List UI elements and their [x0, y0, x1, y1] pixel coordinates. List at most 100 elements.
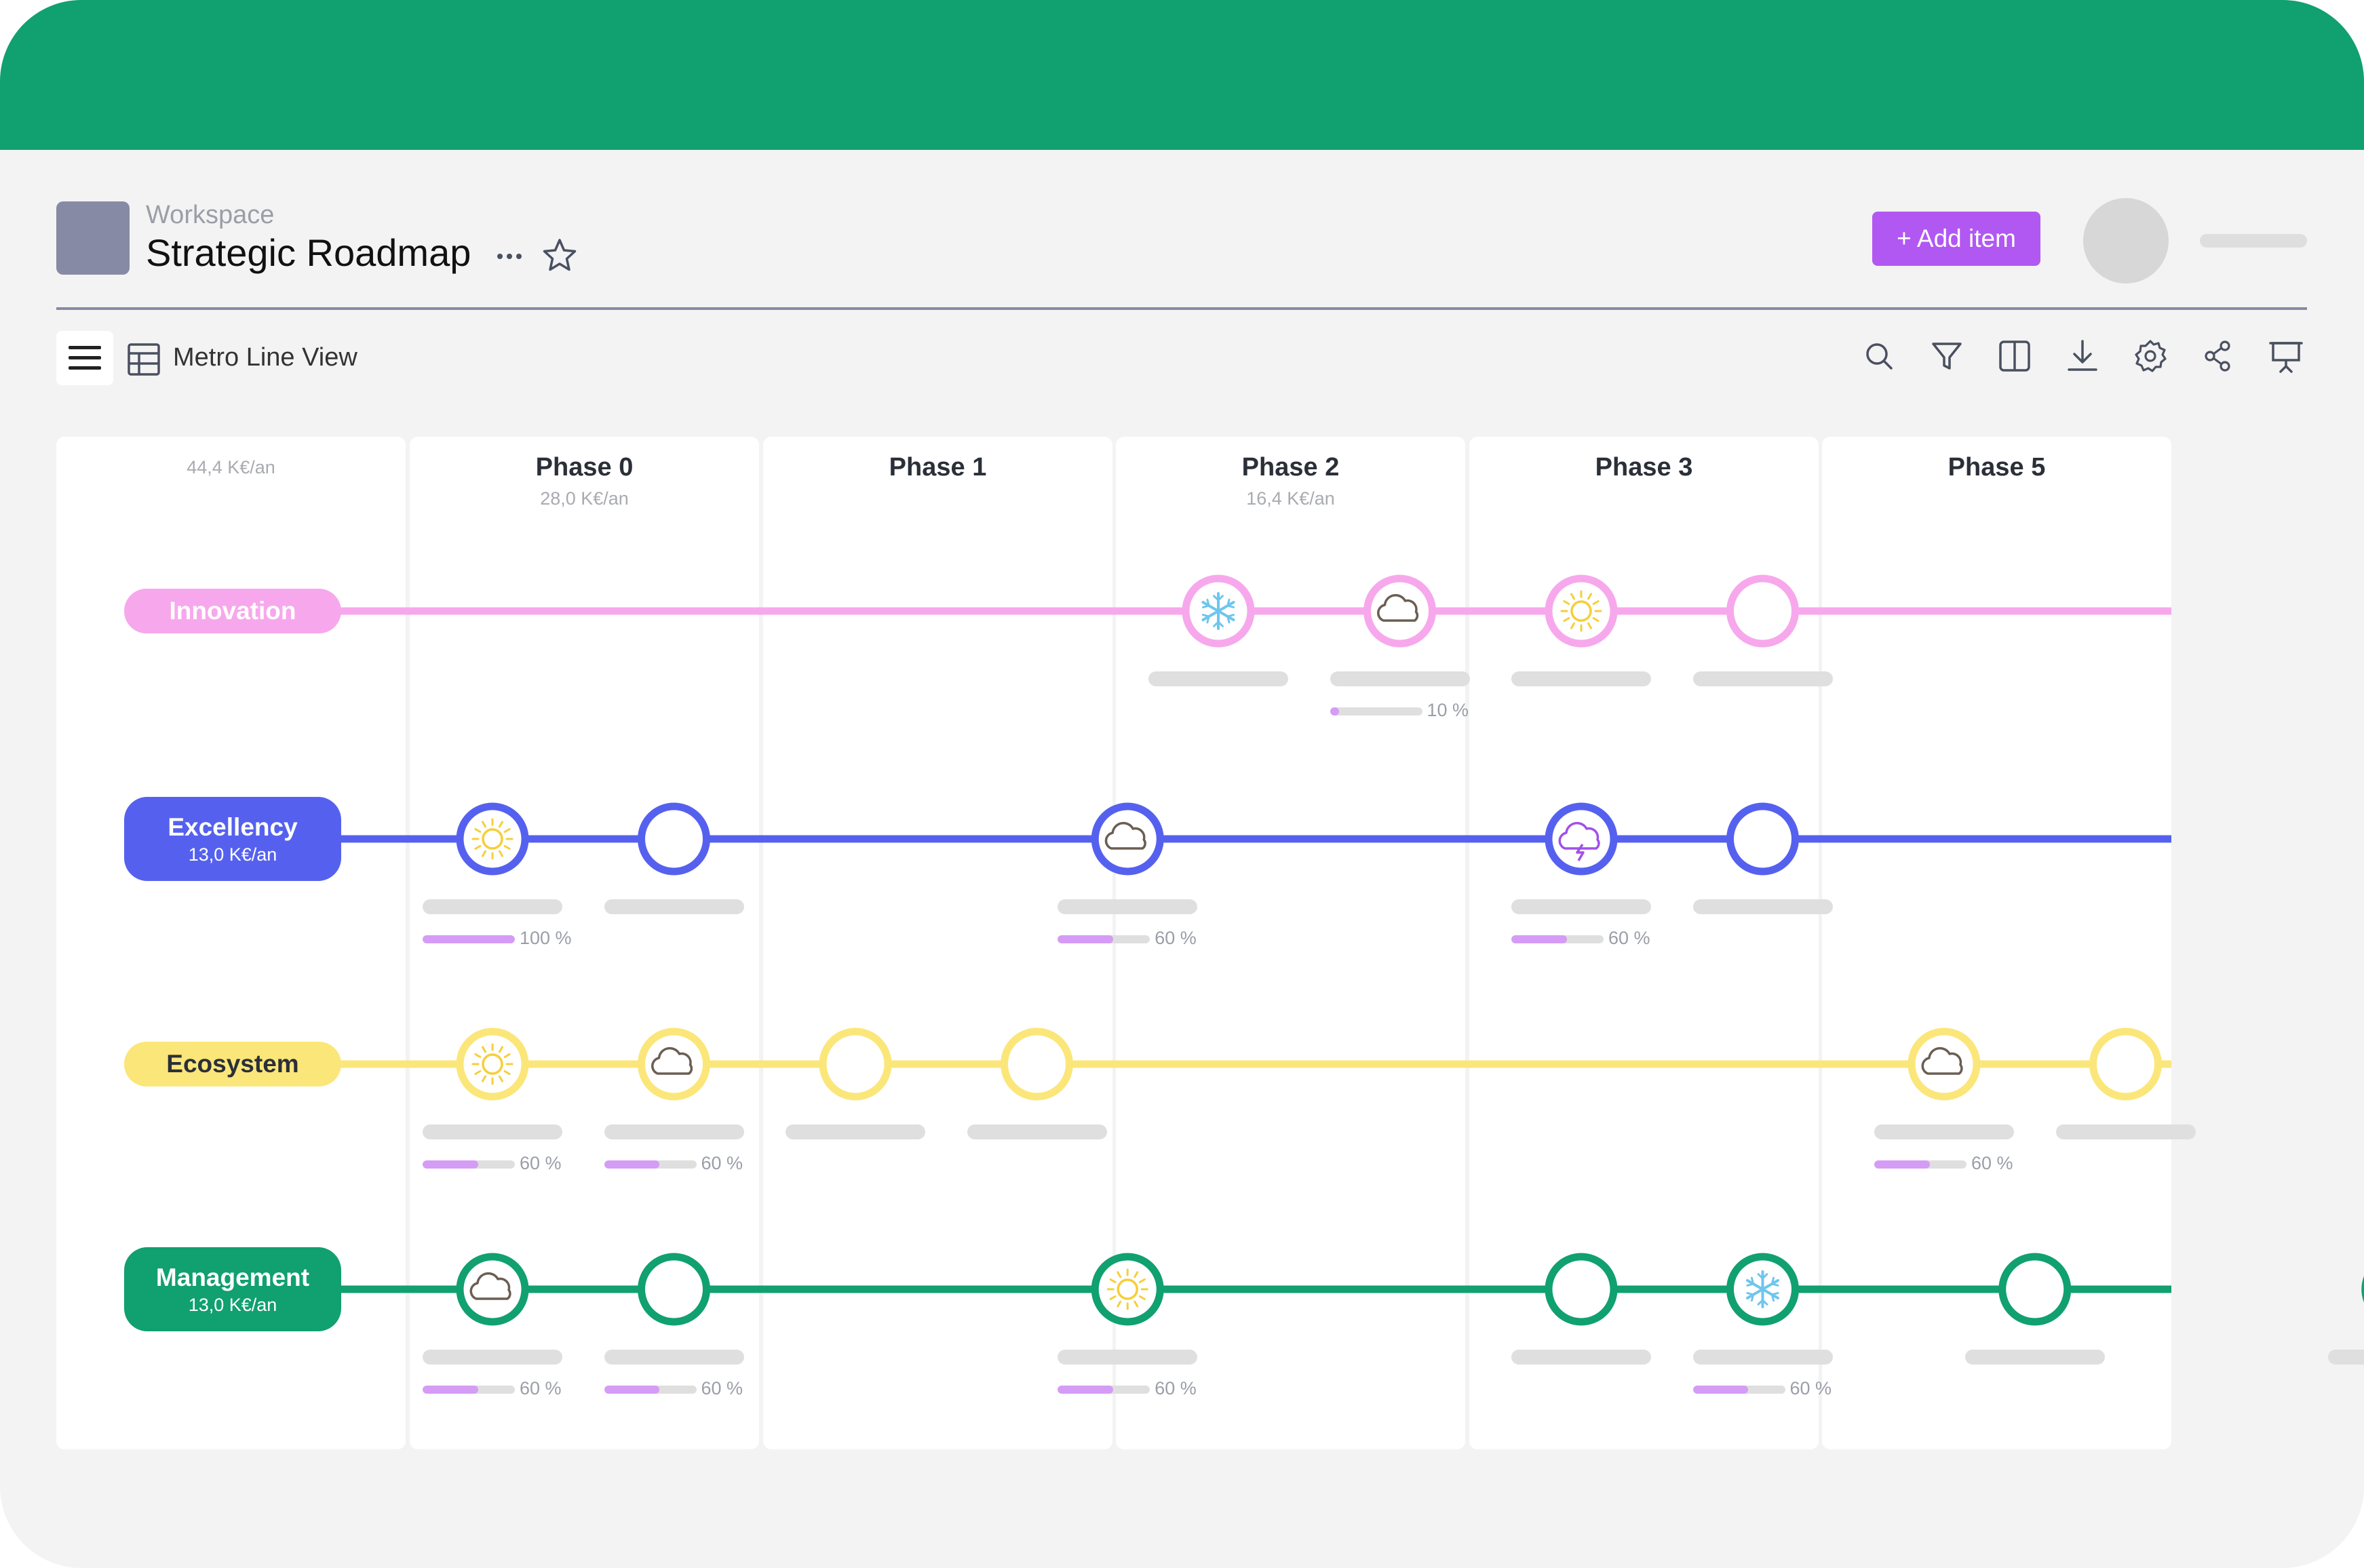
station[interactable]: [1091, 1253, 1164, 1326]
station-marker[interactable]: [1545, 1253, 1618, 1326]
station[interactable]: [638, 802, 710, 876]
station-title-placeholder: [1330, 671, 1470, 686]
progress-label: 60 %: [520, 1153, 562, 1173]
station[interactable]: [638, 1253, 710, 1326]
station-title-placeholder: [1692, 899, 1833, 914]
station[interactable]: [638, 1027, 710, 1101]
storm-icon: [1558, 821, 1600, 861]
station[interactable]: [1726, 802, 1799, 876]
station-marker[interactable]: [1726, 802, 1799, 876]
station[interactable]: [1998, 1253, 2072, 1326]
workspace-label: Workspace: [146, 201, 275, 229]
line-label-management[interactable]: Management 13,0 K€/an: [124, 1247, 341, 1331]
split-view-icon[interactable]: [1996, 337, 2034, 375]
progress-fill: [1874, 1160, 1930, 1169]
line-label-excellency[interactable]: Excellency 13,0 K€/an: [124, 797, 341, 881]
station-marker[interactable]: [1545, 802, 1618, 876]
station-title-placeholder: [1058, 1350, 1198, 1365]
phase-title[interactable]: Phase 3: [1595, 453, 1693, 482]
progress-fill: [423, 935, 515, 943]
station[interactable]: [2089, 1027, 2162, 1101]
station[interactable]: [1363, 574, 1436, 648]
station-marker[interactable]: [2089, 1027, 2162, 1101]
station-marker[interactable]: [456, 802, 529, 876]
progress-fill: [1511, 935, 1567, 943]
phase-cost: 28,0 K€/an: [540, 488, 629, 509]
header-divider: [56, 307, 2307, 310]
station[interactable]: [819, 1027, 892, 1101]
station-marker[interactable]: [1907, 1027, 1981, 1101]
station-marker[interactable]: [638, 1027, 710, 1101]
progress-label: 60 %: [1608, 928, 1650, 948]
station-marker[interactable]: [456, 1027, 529, 1101]
station[interactable]: [1091, 802, 1164, 876]
station-title-placeholder: [1148, 671, 1288, 686]
station-marker[interactable]: [638, 1253, 710, 1326]
station-marker[interactable]: [1545, 574, 1618, 648]
station-title-placeholder: [604, 1350, 744, 1365]
menu-button[interactable]: [56, 331, 113, 385]
station-marker[interactable]: [1726, 574, 1799, 648]
station-title-placeholder: [1058, 899, 1198, 914]
station[interactable]: [1907, 1027, 1981, 1101]
phase-title[interactable]: Phase 0: [535, 453, 634, 482]
station[interactable]: [1726, 1253, 1799, 1326]
station[interactable]: [1001, 1027, 1073, 1101]
workspace-logo[interactable]: [56, 201, 130, 275]
station[interactable]: [1545, 1253, 1618, 1326]
station[interactable]: [1726, 574, 1799, 648]
progress-bar: [423, 1386, 515, 1394]
progress-label: 60 %: [520, 1378, 562, 1398]
phase-title[interactable]: Phase 2: [1241, 453, 1340, 482]
search-icon[interactable]: [1860, 337, 1898, 375]
station[interactable]: [1545, 802, 1618, 876]
progress-fill: [423, 1386, 478, 1394]
avatar[interactable]: [2083, 198, 2169, 283]
station[interactable]: [1182, 574, 1255, 648]
more-options-icon[interactable]: [494, 241, 525, 272]
station-title-placeholder: [1511, 671, 1651, 686]
station[interactable]: [456, 802, 529, 876]
phase-title[interactable]: Phase 1: [889, 453, 987, 482]
presentation-icon[interactable]: [2267, 337, 2305, 375]
progress-fill: [423, 1160, 478, 1169]
top-banner: [0, 0, 2364, 150]
station[interactable]: [1545, 574, 1618, 648]
phase-title[interactable]: Phase 5: [1948, 453, 2046, 482]
station[interactable]: [456, 1253, 529, 1326]
station-marker[interactable]: [456, 1253, 529, 1326]
station-marker[interactable]: [1001, 1027, 1073, 1101]
filter-icon[interactable]: [1928, 337, 1966, 375]
view-label[interactable]: Metro Line View: [173, 343, 357, 372]
station-marker[interactable]: [1091, 802, 1164, 876]
line-name: Management: [155, 1263, 310, 1291]
progress-label: 60 %: [1971, 1153, 2013, 1173]
progress-label: 60 %: [1789, 1378, 1832, 1398]
line-label-ecosystem[interactable]: Ecosystem: [124, 1042, 341, 1086]
station[interactable]: [456, 1027, 529, 1101]
settings-icon[interactable]: [2131, 337, 2169, 375]
station-marker[interactable]: [638, 802, 710, 876]
station-title-placeholder: [1692, 1350, 1833, 1365]
progress-bar: [604, 1160, 697, 1169]
metro-line-innovation: [339, 574, 2171, 648]
hamburger-icon: [69, 346, 101, 370]
user-name-placeholder: [2200, 234, 2307, 248]
station-marker[interactable]: [1363, 574, 1436, 648]
progress-bar: [1692, 1386, 1785, 1394]
station-marker[interactable]: [819, 1027, 892, 1101]
add-item-button[interactable]: + Add item: [1872, 212, 2040, 266]
progress-fill: [1058, 935, 1113, 943]
download-icon[interactable]: [2063, 337, 2101, 375]
cloud-icon: [1104, 821, 1146, 850]
table-view-icon[interactable]: [126, 342, 161, 377]
star-icon[interactable]: [540, 236, 579, 275]
share-icon[interactable]: [2199, 337, 2237, 375]
line-label-innovation[interactable]: Innovation: [124, 589, 341, 633]
station-title-placeholder: [967, 1124, 1107, 1139]
station-marker[interactable]: [1091, 1253, 1164, 1326]
phase-cost: 16,4 K€/an: [1246, 488, 1335, 509]
station-marker[interactable]: [1998, 1253, 2072, 1326]
cloud-icon: [1921, 1046, 1963, 1075]
